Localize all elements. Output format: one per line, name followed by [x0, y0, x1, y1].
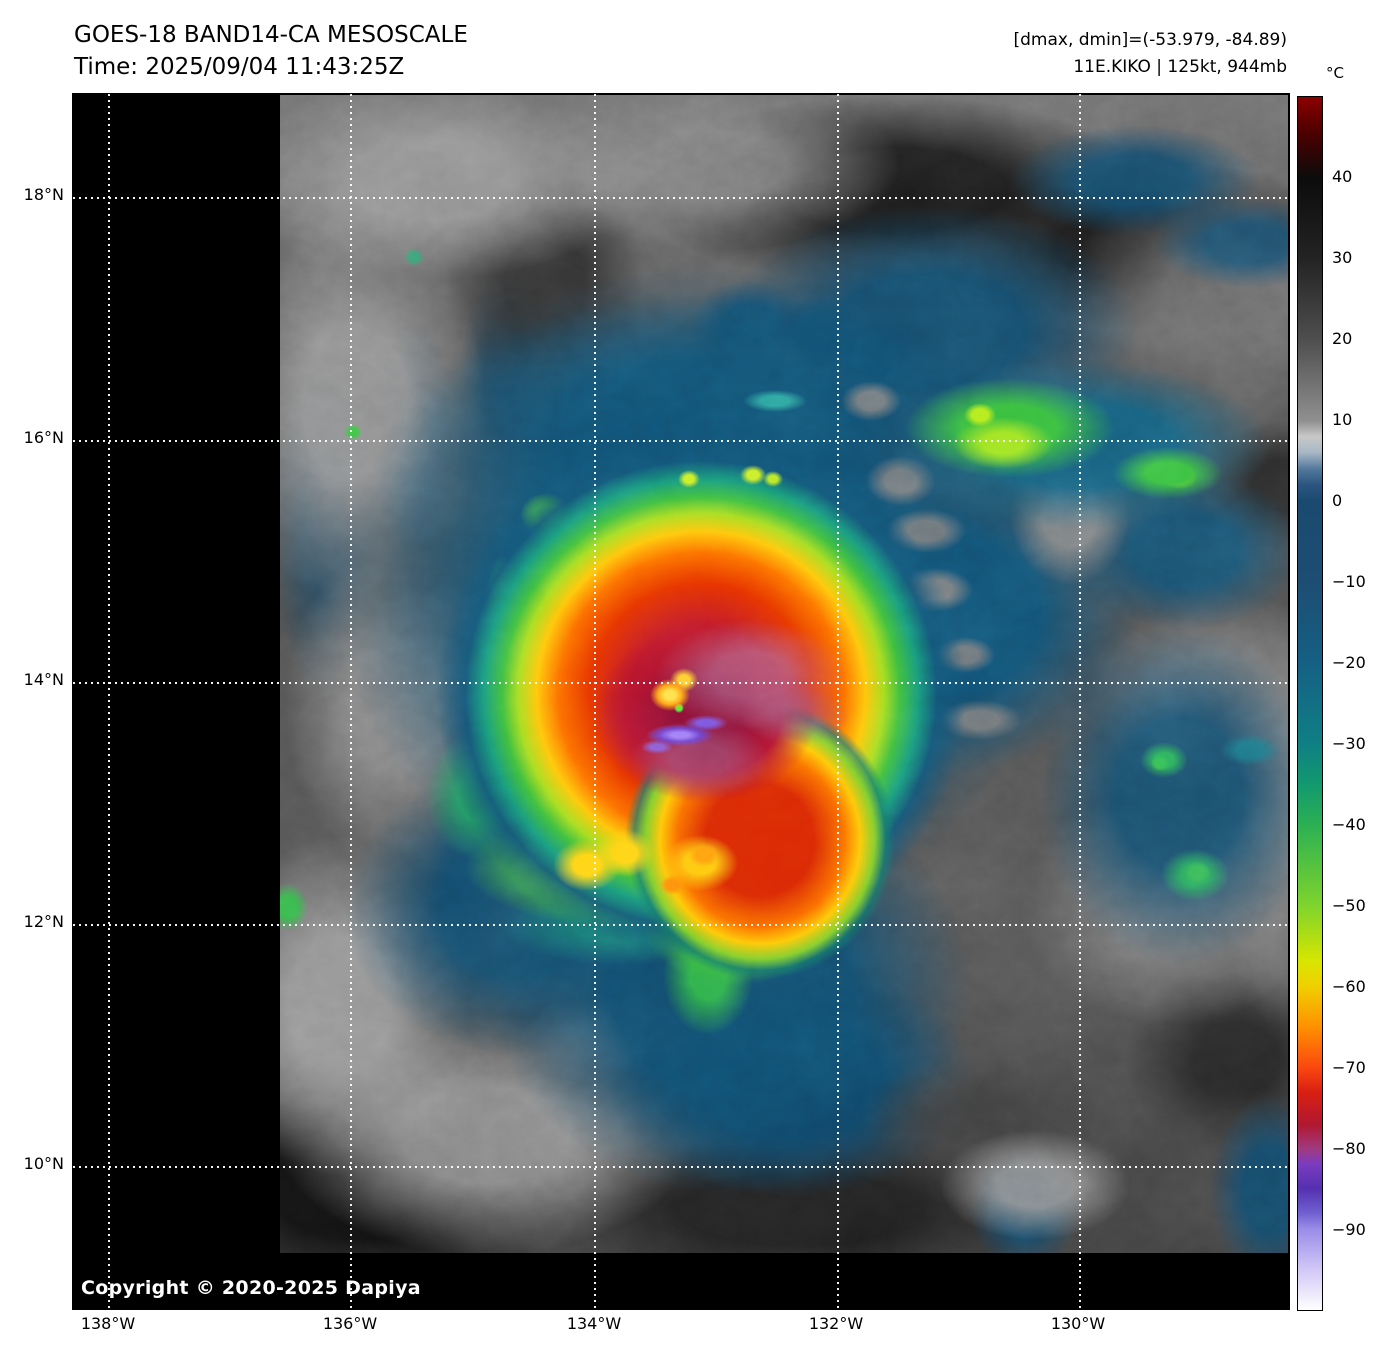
lat-tick-10n: 10°N	[23, 1154, 64, 1173]
lon-tick-136w: 136°W	[322, 1314, 378, 1333]
colorbar-tick: −60	[1332, 977, 1366, 996]
gridline-136w	[350, 94, 352, 1309]
colorbar-tick: −70	[1332, 1058, 1366, 1077]
colorbar-tick: 30	[1332, 248, 1353, 267]
timestamp: Time: 2025/09/04 11:43:25Z	[74, 54, 405, 80]
colorbar-unit-label: °C	[1326, 64, 1344, 82]
colorbar-tick: −50	[1332, 896, 1366, 915]
copyright-watermark: Copyright © 2020-2025 Dapiya	[81, 1277, 421, 1299]
gridline-132w	[837, 94, 839, 1309]
lon-tick-130w: 130°W	[1050, 1314, 1106, 1333]
gridline-12n	[73, 924, 1289, 926]
colorbar-tick: 0	[1332, 491, 1343, 510]
gridline-134w	[594, 94, 596, 1309]
lat-tick-14n: 14°N	[23, 670, 64, 689]
colorbar-tick: 40	[1332, 167, 1353, 186]
map-plot: Copyright © 2020-2025 Dapiya	[72, 93, 1290, 1310]
lat-tick-12n: 12°N	[23, 912, 64, 931]
colorbar-tick: −20	[1332, 653, 1366, 672]
colorbar-tick: −30	[1332, 734, 1366, 753]
colorbar-tick: −80	[1332, 1139, 1366, 1158]
colorbar-tick: 20	[1332, 329, 1353, 348]
satellite-image	[280, 95, 1288, 1253]
colorbar-tick: −10	[1332, 572, 1366, 591]
colorbar	[1297, 96, 1323, 1311]
storm-readout: 11E.KIKO | 125kt, 944mb	[1073, 57, 1287, 77]
colorbar-tick: 10	[1332, 410, 1353, 429]
lat-tick-16n: 16°N	[23, 428, 64, 447]
lat-tick-18n: 18°N	[23, 185, 64, 204]
lon-tick-132w: 132°W	[808, 1314, 864, 1333]
gridline-18n	[73, 197, 1289, 199]
gridline-16n	[73, 440, 1289, 442]
dmax-dmin-readout: [dmax, dmin]=(-53.979, -84.89)	[1013, 30, 1288, 50]
colorbar-tick: −40	[1332, 815, 1366, 834]
gridline-10n	[73, 1166, 1289, 1168]
gridline-130w	[1079, 94, 1081, 1309]
lon-tick-134w: 134°W	[566, 1314, 622, 1333]
colorbar-tick: −90	[1332, 1220, 1366, 1239]
gridline-14n	[73, 682, 1289, 684]
lon-tick-138w: 138°W	[80, 1314, 136, 1333]
gridline-138w	[108, 94, 110, 1309]
product-title: GOES-18 BAND14-CA MESOSCALE	[74, 22, 468, 48]
